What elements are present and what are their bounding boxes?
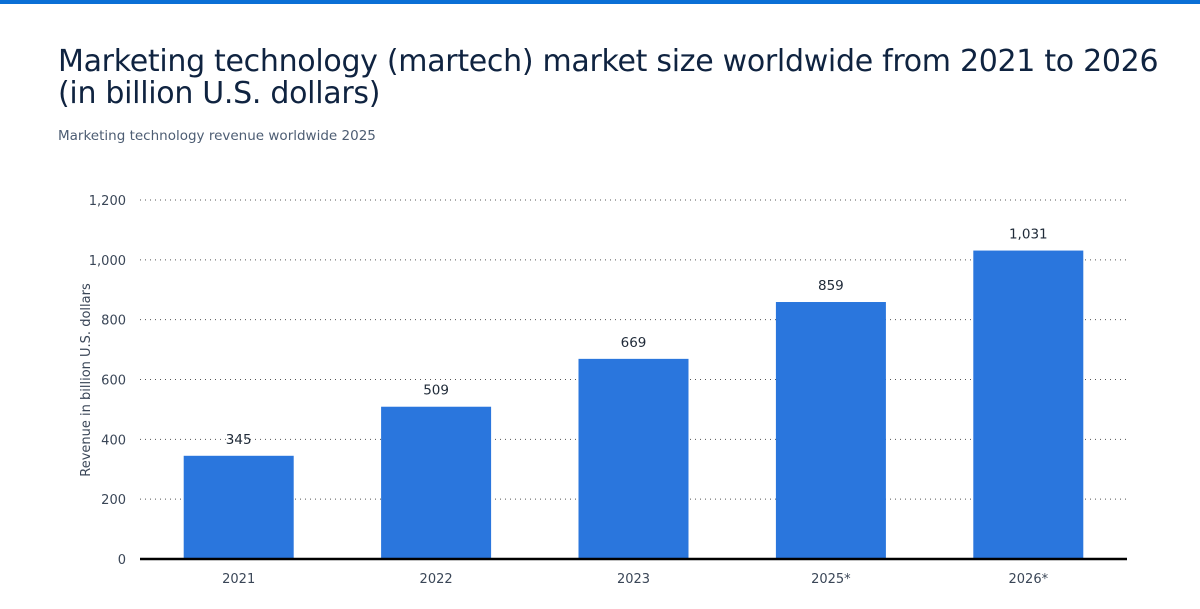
x-tick-label: 2023 xyxy=(617,572,650,587)
data-label: 509 xyxy=(423,383,449,399)
x-tick-label: 2021 xyxy=(222,572,255,587)
data-label: 859 xyxy=(818,278,844,294)
y-tick-label: 600 xyxy=(101,374,126,389)
y-tick-label: 0 xyxy=(118,553,126,568)
y-tick-label: 1,000 xyxy=(89,254,126,269)
y-axis-label: Revenue in billion U.S. dollars xyxy=(79,283,94,477)
data-label: 345 xyxy=(226,432,252,448)
x-tick-label: 2026* xyxy=(1009,572,1049,587)
bar xyxy=(183,455,294,559)
bar xyxy=(578,358,689,559)
chart-subtitle: Marketing technology revenue worldwide 2… xyxy=(58,128,376,144)
bar xyxy=(775,302,886,559)
bar xyxy=(973,250,1084,559)
x-tick-label: 2022 xyxy=(420,572,453,587)
y-tick-label: 800 xyxy=(101,314,126,329)
data-label: 669 xyxy=(621,335,647,351)
x-tick-label: 2025* xyxy=(811,572,851,587)
y-tick-label: 1,200 xyxy=(89,194,126,209)
y-tick-label: 400 xyxy=(101,433,126,448)
chart-title: Marketing technology (martech) market si… xyxy=(58,44,1159,111)
bar xyxy=(381,406,492,559)
top-accent-bar xyxy=(0,0,1200,4)
data-label: 1,031 xyxy=(1009,227,1048,243)
y-tick-label: 200 xyxy=(101,493,126,508)
